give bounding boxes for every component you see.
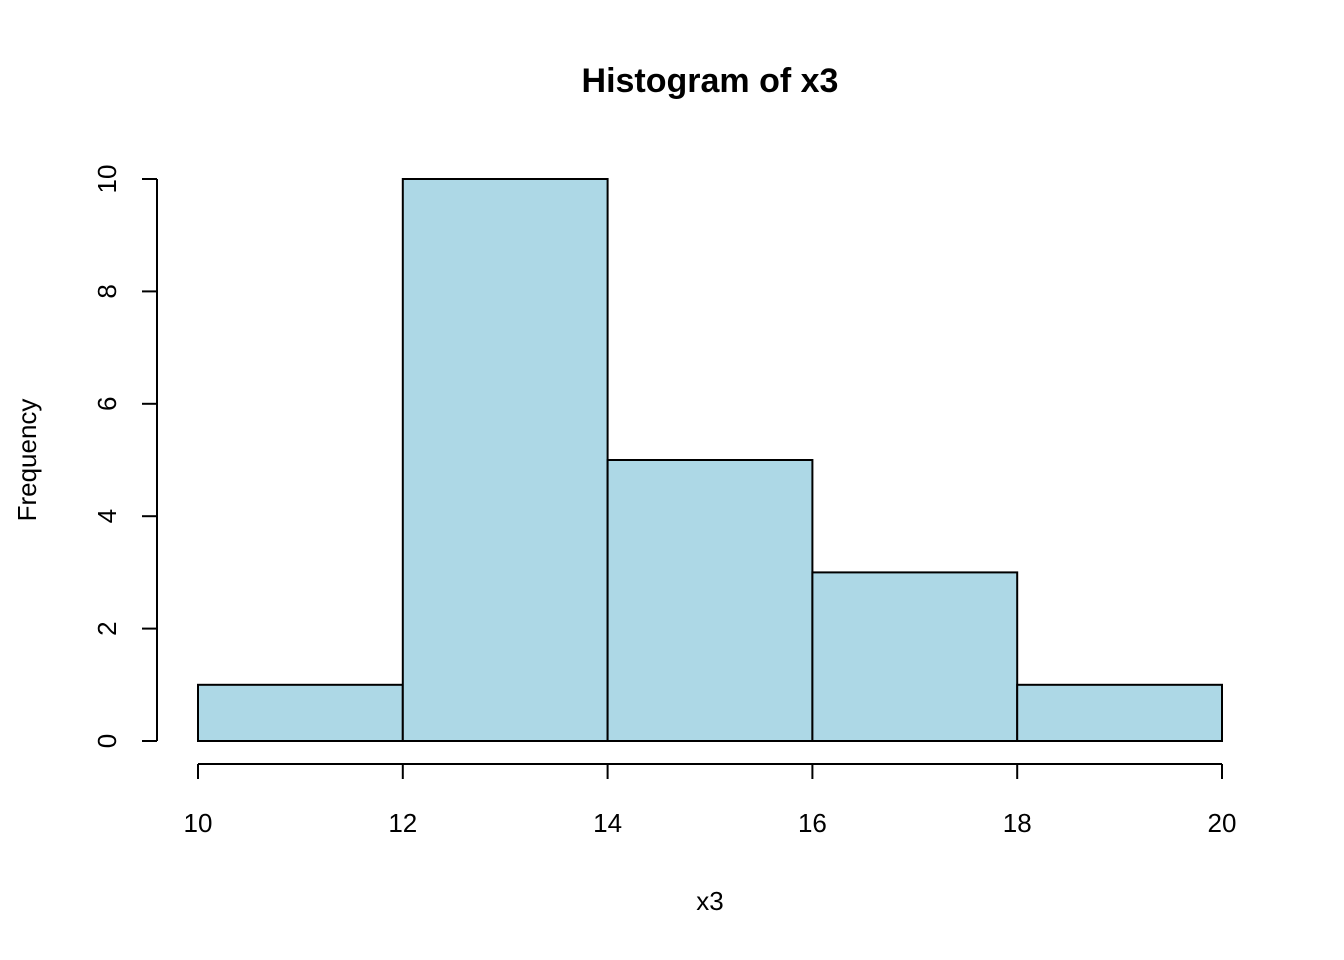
chart-title: Histogram of x3: [582, 62, 839, 100]
x-axis-label: x3: [696, 886, 723, 916]
x-tick-label-2: 14: [593, 808, 622, 838]
y-tick-label-5: 10: [92, 165, 122, 194]
x-tick-label-5: 20: [1208, 808, 1237, 838]
histogram-bar-0: [197, 683, 404, 742]
y-tick-label-1: 2: [92, 621, 122, 635]
bars-group: [197, 178, 1224, 743]
x-tick-label-0: 10: [184, 808, 213, 838]
x-tick-label-1: 12: [388, 808, 417, 838]
histogram-bar-3: [811, 571, 1019, 743]
y-tick-label-4: 8: [92, 284, 122, 298]
y-axis-label: Frequency: [12, 399, 42, 522]
x-tick-label-4: 18: [1003, 808, 1032, 838]
x-axis: 10 12 14 16 18 20: [184, 763, 1237, 838]
histogram-bar-1: [401, 178, 609, 742]
y-tick-label-2: 4: [92, 509, 122, 523]
y-tick-label-3: 6: [92, 397, 122, 411]
histogram-bar-4: [1016, 683, 1224, 742]
y-axis: 0 2 4 6 8 10: [92, 165, 158, 748]
y-tick-label-0: 0: [92, 734, 122, 748]
histogram-bar-2: [606, 459, 814, 742]
x-tick-label-3: 16: [798, 808, 827, 838]
